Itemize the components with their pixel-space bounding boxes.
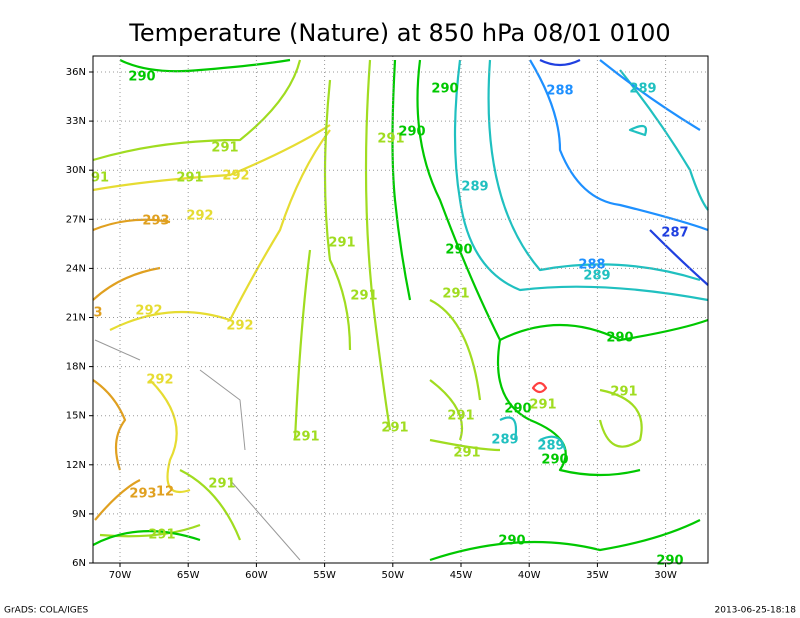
contour-label: 290 <box>541 453 568 468</box>
contours <box>92 58 709 562</box>
contour-label: 289 <box>461 180 488 195</box>
contour-label: 291 <box>148 528 175 543</box>
contour-label: 91 <box>91 171 109 186</box>
contour-label: 287 <box>661 226 688 241</box>
contour-label: 291 <box>442 287 469 302</box>
grid: 70W 65W 60W 55W 50W 45W 40W 35W 30W 6N 9N 12N 15N 18N… <box>66 56 708 581</box>
contour-label: 290 <box>431 82 458 97</box>
y-tick-label: 18N <box>66 362 86 373</box>
x-tick-label: 50W <box>381 570 404 581</box>
contour-label: 3 <box>93 306 102 321</box>
contour-label: 291 <box>529 398 556 413</box>
y-tick-label: 21N <box>66 313 86 324</box>
contour-label: 290 <box>445 243 472 258</box>
contour-label: 289 <box>629 82 656 97</box>
contour-label: 291 <box>211 141 238 156</box>
contour-label: 289 <box>537 439 564 454</box>
title: Temperature (Nature) at 850 hPa 08/01 01… <box>128 19 670 47</box>
footer-left: GrADS: COLA/IGES <box>4 606 88 616</box>
y-tick-label: 33N <box>66 116 86 127</box>
contour-label: 290 <box>606 331 633 346</box>
x-tick-label: 30W <box>654 570 677 581</box>
x-tick-label: 70W <box>109 570 132 581</box>
contour-label: 291 <box>292 430 319 445</box>
contour-label: 291 <box>350 289 377 304</box>
footer-right: 2013-06-25-18:18 <box>715 606 797 616</box>
y-tick-label: 12N <box>66 460 86 471</box>
contour-label: 291 <box>328 236 355 251</box>
map-frame <box>92 55 709 564</box>
x-tick-label: 40W <box>518 570 541 581</box>
contour-label: 290 <box>128 70 155 85</box>
contour-label: 291 <box>453 446 480 461</box>
y-tick-label: 24N <box>66 263 86 274</box>
contour-label: 290 <box>656 554 683 569</box>
contour-label: 291 <box>381 421 408 436</box>
contour-label: 290 <box>504 402 531 417</box>
x-tick-label: 60W <box>245 570 268 581</box>
contour-label: 293 <box>129 487 156 502</box>
contour-label: 291 <box>208 477 235 492</box>
contour-label: 292 <box>135 304 162 319</box>
contour-label: 289 <box>583 269 610 284</box>
contour-label: 292 <box>226 319 253 334</box>
contour-label: 292 <box>186 209 213 224</box>
contour-label: 292 <box>222 169 249 184</box>
x-tick-label: 65W <box>177 570 200 581</box>
x-tick-label: 55W <box>313 570 336 581</box>
contour-label: 291 <box>377 132 404 147</box>
y-tick-label: 27N <box>66 214 86 225</box>
y-tick-label: 36N <box>66 67 86 78</box>
y-tick-label: 30N <box>66 165 86 176</box>
contour-label: 292 <box>146 373 173 388</box>
contour-label: 12 <box>156 485 174 500</box>
contour-label: 290 <box>498 534 525 549</box>
contour-label: 293 <box>142 214 169 229</box>
y-tick-label: 9N <box>72 509 86 520</box>
x-tick-label: 45W <box>450 570 473 581</box>
contour-label: 291 <box>610 385 637 400</box>
contour-label: 288 <box>578 258 605 273</box>
contour-label: 291 <box>447 409 474 424</box>
contour-label: 291 <box>176 171 203 186</box>
y-tick-label: 6N <box>72 558 86 569</box>
x-tick-label: 35W <box>586 570 609 581</box>
contour-label: 288 <box>546 84 573 99</box>
y-tick-label: 15N <box>66 411 86 422</box>
contour-label: 289 <box>491 433 518 448</box>
contour-label: 290 <box>398 125 425 140</box>
